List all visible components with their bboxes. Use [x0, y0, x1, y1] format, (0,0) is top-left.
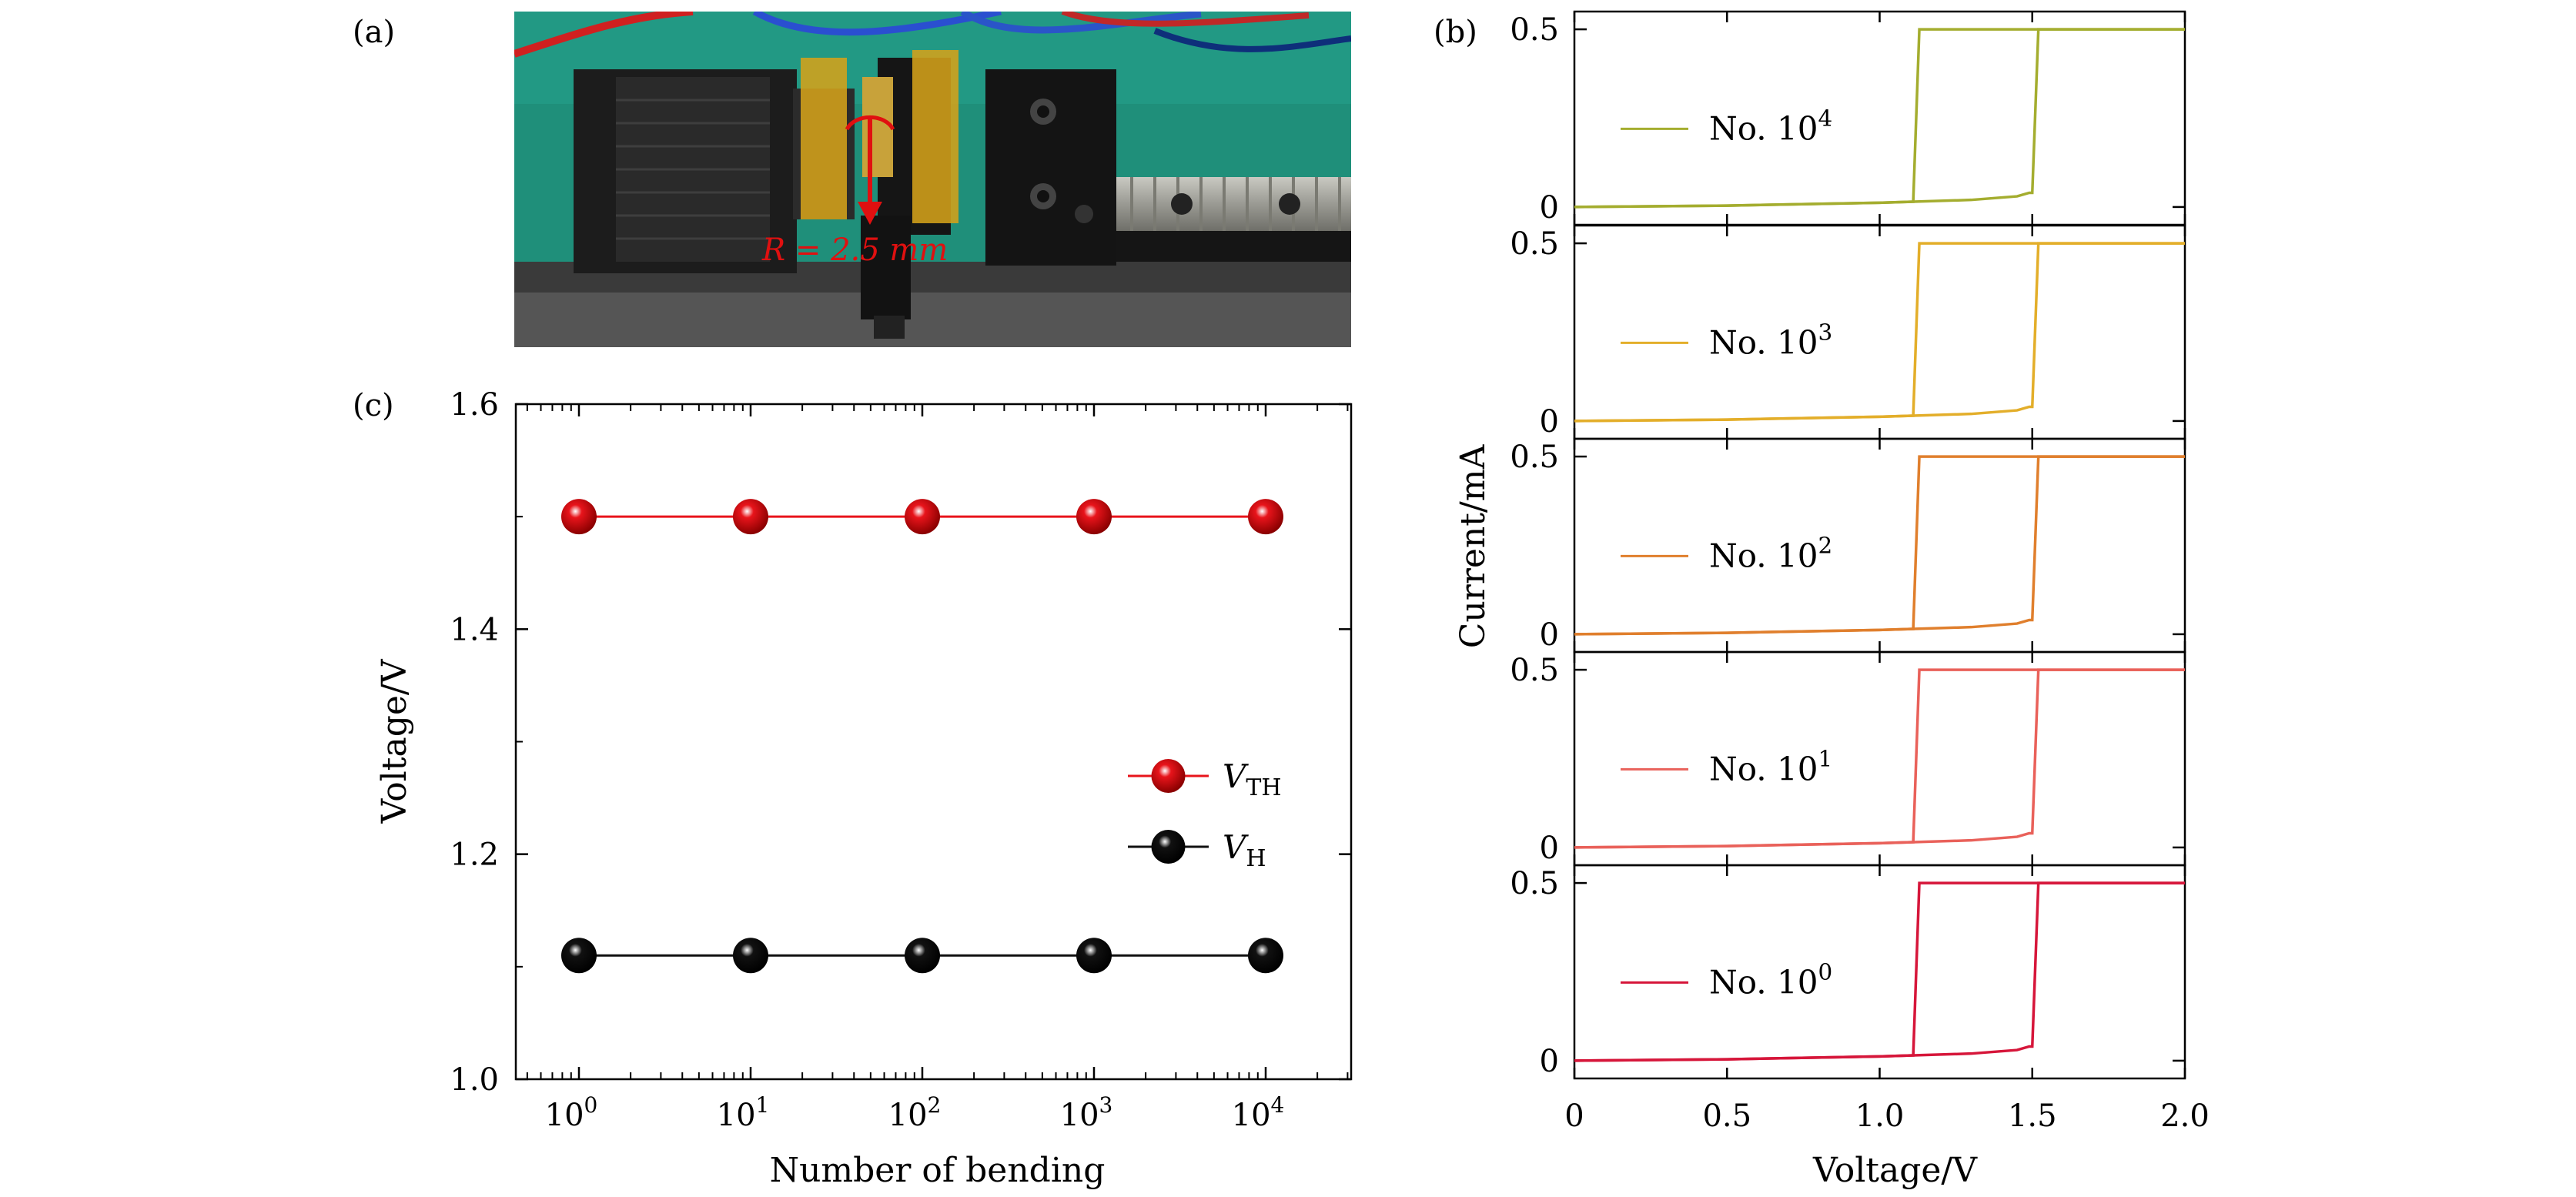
data-point-V_H [733, 938, 768, 974]
iv-reverse-sweep [1574, 455, 2185, 636]
iv-subplot: 0 0.5 No. 104 [1510, 10, 2186, 226]
subplot-frame [1573, 650, 2186, 867]
iv-subplot: 0 0.5 No. 103 [1510, 224, 2186, 440]
x-axis-label: Number of bending [770, 1151, 1106, 1190]
y-tick-label: 0 [1540, 617, 1559, 653]
iv-subplot: 0 0.5 No. 101 [1510, 650, 2186, 867]
y-tick-label: 1.2 [450, 838, 499, 873]
y-tick-label: 0 [1540, 190, 1559, 226]
y-tick-label: 1.0 [450, 1062, 499, 1098]
y-tick-label: 0.5 [1510, 653, 1559, 688]
x-tick-label: 0.5 [1702, 1098, 1751, 1134]
y-tick-label: 0 [1540, 1044, 1559, 1079]
panel-label-b: (b) [1434, 15, 1477, 50]
y-tick-label: 0.5 [1510, 440, 1559, 475]
iv-forward-sweep [1574, 242, 2185, 423]
iv-subplot: 0 0.5 No. 102 [1510, 437, 2186, 654]
data-point-V_TH [733, 499, 768, 535]
panel-label-a: (a) [353, 15, 395, 50]
subplot-frame [1573, 224, 2186, 440]
y-tick-label: 0.5 [1510, 226, 1559, 262]
subplot-frame [1573, 10, 2186, 226]
threaded-rod [1093, 177, 1351, 231]
x-tick-label: 101 [717, 1092, 770, 1133]
x-axis-label: Voltage/V [1812, 1151, 1978, 1190]
iv-forward-sweep [1574, 881, 2185, 1062]
y-axis-label: Voltage/V [375, 658, 414, 824]
y-tick-label: 0.5 [1510, 12, 1559, 48]
iv-reverse-sweep [1574, 881, 2185, 1062]
blue-cable [752, 12, 1002, 36]
x-tick-label: 2.0 [2160, 1098, 2210, 1134]
data-point-V_H [905, 938, 940, 974]
red-cable [514, 12, 694, 58]
data-point-V_H [561, 938, 597, 974]
x-tick-label: 102 [888, 1092, 942, 1133]
y-tick-label: 0 [1540, 404, 1559, 440]
x-tick-label: 100 [545, 1092, 598, 1133]
iv-reverse-sweep [1574, 28, 2185, 209]
x-tick-label: 0 [1564, 1098, 1584, 1134]
iv-reverse-sweep [1574, 242, 2185, 423]
legend-label: No. 104 [1709, 105, 1832, 148]
y-axis-label: Current/mA [1454, 444, 1493, 649]
data-point-V_TH [1248, 499, 1283, 535]
y-tick-label: 0.5 [1510, 866, 1559, 901]
legend-label: No. 103 [1709, 319, 1832, 362]
y-tick-label: 1.4 [450, 612, 499, 647]
data-point-V_H [1248, 938, 1283, 974]
iv-forward-sweep [1574, 455, 2185, 636]
subplot-frame [1573, 864, 2186, 1080]
data-point-V_TH [1076, 499, 1112, 535]
sample-holder [861, 216, 911, 319]
legend-marker-V_H [1151, 830, 1186, 864]
data-point-V_TH [905, 499, 940, 535]
tape-right [912, 50, 958, 223]
device-photo: R = 2.5 mm [514, 12, 1351, 347]
data-point-V_H [1076, 938, 1112, 974]
tape-left [801, 58, 847, 219]
x-tick-label: 104 [1232, 1092, 1285, 1133]
data-point-V_TH [561, 499, 597, 535]
legend-label: No. 101 [1709, 746, 1832, 788]
x-tick-label: 1.5 [2008, 1098, 2057, 1134]
radius-label: R = 2.5 mm [761, 232, 948, 268]
legend-label: No. 100 [1709, 959, 1832, 1001]
iv-subplot: 0 0.5 No. 100 [1510, 864, 2186, 1080]
slider-block [985, 69, 1116, 266]
iv-forward-sweep [1574, 28, 2185, 209]
legend-label-V_TH: VTH [1223, 757, 1282, 801]
bending-voltage-chart: 1.0 1.2 1.4 1.6 100 101 102 103 104 Number of ben… [375, 387, 1353, 1190]
legend-label-V_H: VH [1223, 828, 1266, 872]
legend-label: No. 102 [1709, 533, 1832, 575]
iv-forward-sweep [1574, 668, 2185, 849]
panel-label-c: (c) [353, 388, 394, 423]
y-tick-label: 1.6 [450, 387, 499, 423]
x-tick-label: 1.0 [1855, 1098, 1905, 1134]
legend-marker-V_TH [1151, 759, 1186, 793]
subplot-frame [1573, 437, 2186, 654]
x-tick-label: 103 [1060, 1092, 1113, 1133]
iv-reverse-sweep [1574, 668, 2185, 849]
y-tick-label: 0 [1540, 831, 1559, 866]
